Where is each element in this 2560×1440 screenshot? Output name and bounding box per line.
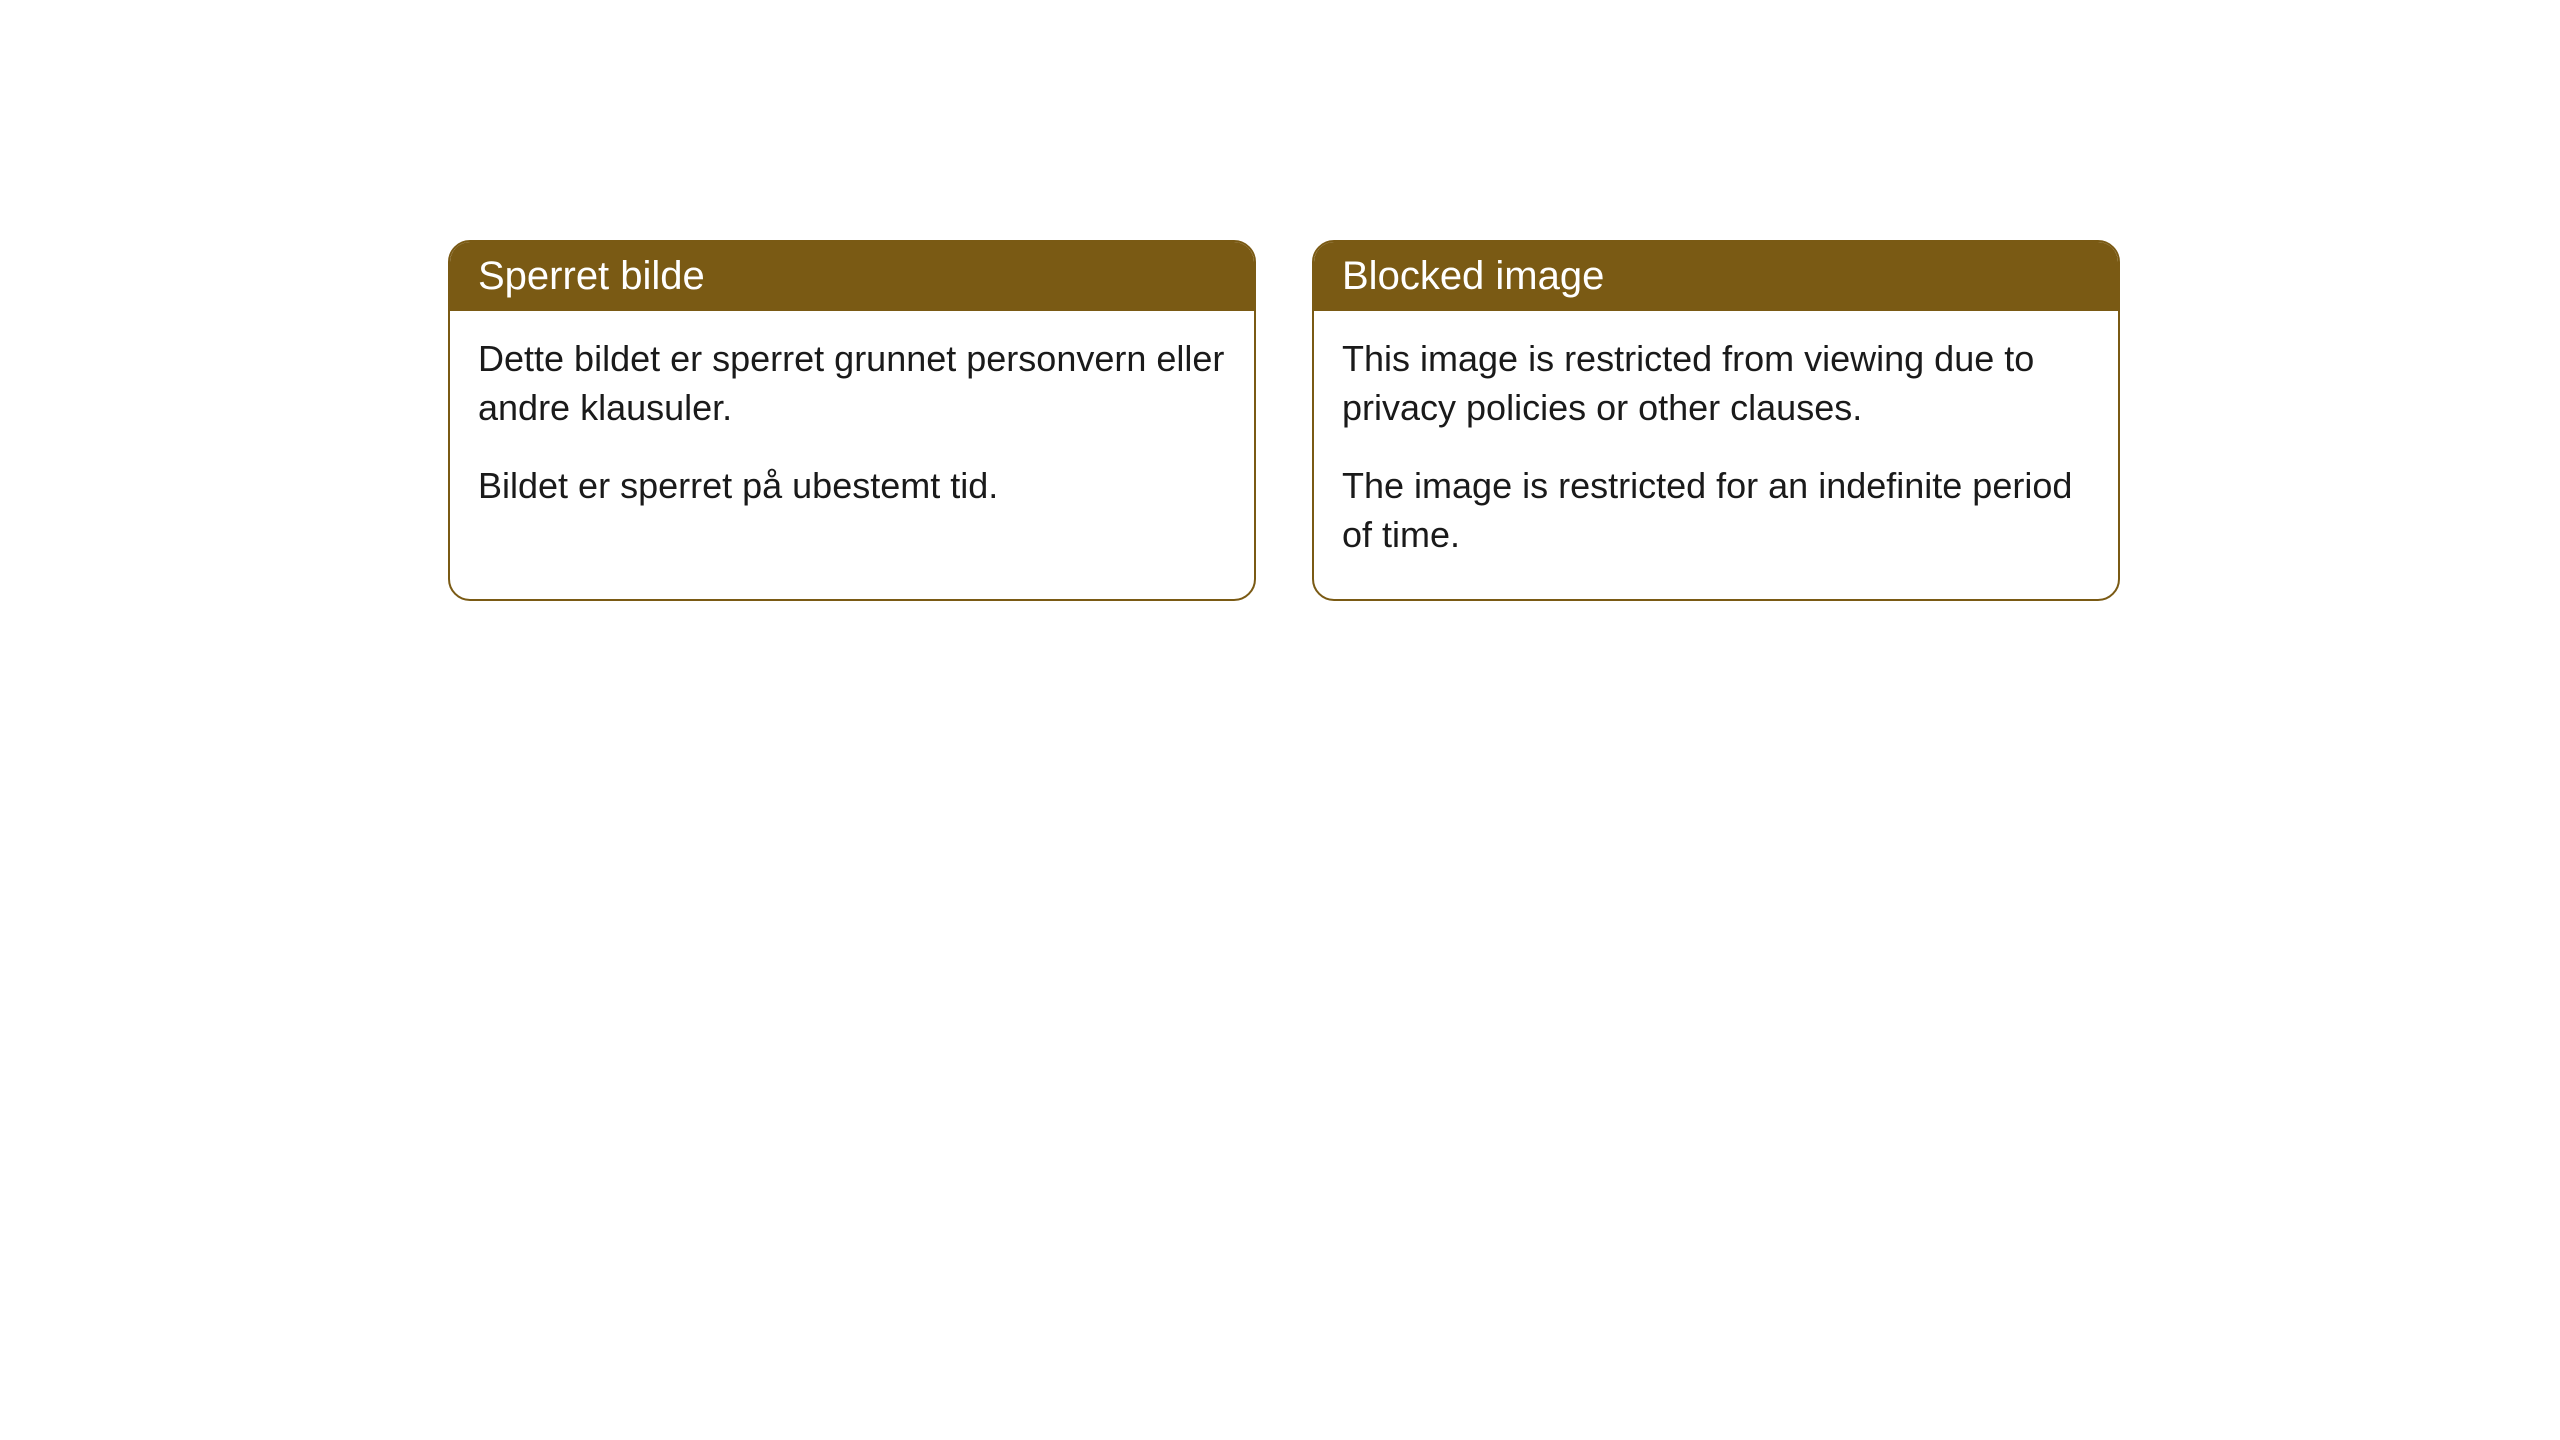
card-paragraph: Dette bildet er sperret grunnet personve… — [478, 335, 1226, 432]
card-english: Blocked image This image is restricted f… — [1312, 240, 2120, 601]
card-norwegian: Sperret bilde Dette bildet er sperret gr… — [448, 240, 1256, 601]
card-header-english: Blocked image — [1314, 242, 2118, 311]
card-paragraph: This image is restricted from viewing du… — [1342, 335, 2090, 432]
card-paragraph: The image is restricted for an indefinit… — [1342, 462, 2090, 559]
card-body-english: This image is restricted from viewing du… — [1314, 311, 2118, 599]
card-header-norwegian: Sperret bilde — [450, 242, 1254, 311]
card-paragraph: Bildet er sperret på ubestemt tid. — [478, 462, 1226, 511]
cards-container: Sperret bilde Dette bildet er sperret gr… — [448, 240, 2560, 601]
card-body-norwegian: Dette bildet er sperret grunnet personve… — [450, 311, 1254, 551]
